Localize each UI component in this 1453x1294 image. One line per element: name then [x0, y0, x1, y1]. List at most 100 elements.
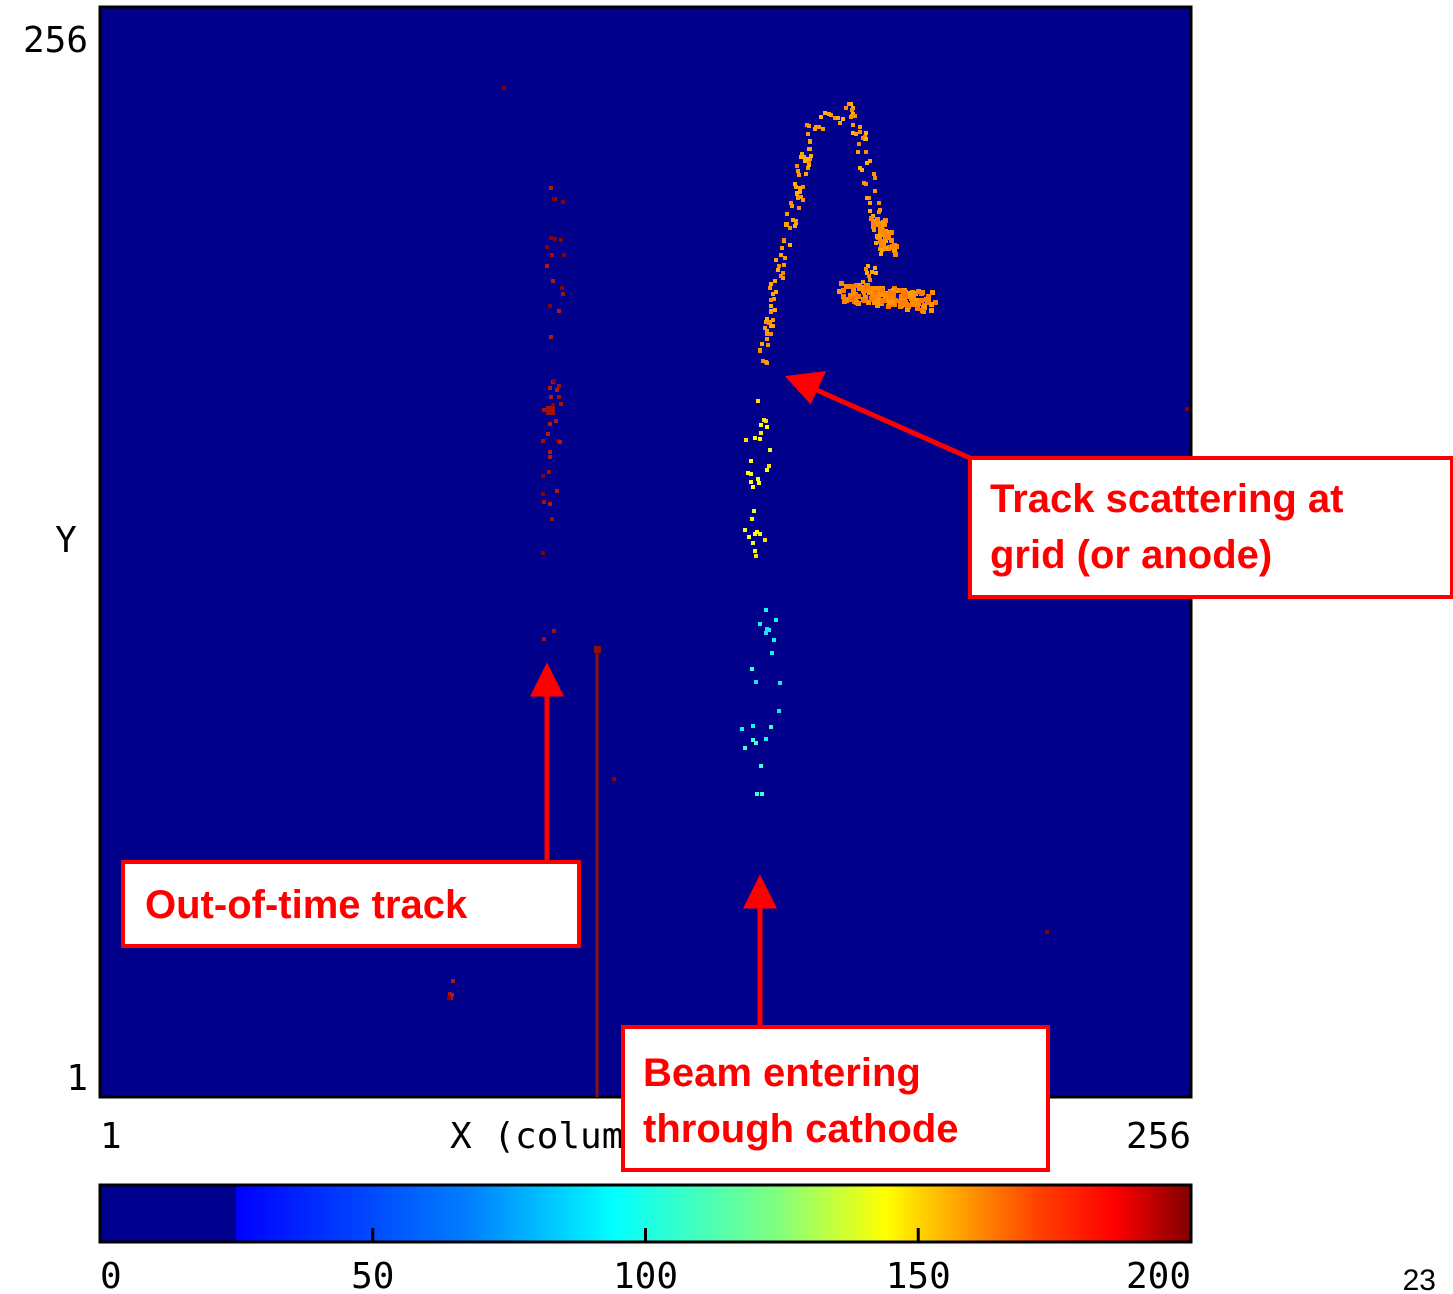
hit [782, 238, 786, 242]
hit [797, 173, 801, 177]
hit [541, 551, 545, 555]
annotation: through cathode [643, 1107, 959, 1151]
hit [868, 278, 872, 282]
hit [764, 360, 768, 364]
hit [767, 464, 771, 468]
hit [743, 528, 747, 532]
hit [851, 131, 855, 135]
hit [751, 724, 755, 728]
hit [763, 326, 767, 330]
hit [769, 282, 773, 286]
hit [881, 220, 886, 225]
hit [839, 281, 844, 286]
hit [766, 343, 770, 347]
tick-label: 0 [100, 1256, 122, 1294]
hit [864, 150, 868, 154]
hit [926, 294, 931, 299]
hit [759, 764, 763, 768]
hit [809, 154, 813, 158]
hit [866, 286, 871, 291]
hit [929, 308, 934, 313]
hit [764, 419, 768, 423]
hit [549, 236, 553, 240]
hit [882, 298, 887, 303]
hit [883, 246, 888, 251]
hit [553, 237, 557, 241]
hit [849, 102, 853, 106]
hit [765, 468, 769, 472]
hit [841, 288, 846, 293]
hit [851, 123, 855, 127]
hit [858, 130, 862, 134]
hit [541, 439, 545, 443]
annotation: Out-of-time track [145, 883, 468, 927]
hit [552, 629, 556, 633]
hit [557, 395, 561, 399]
x-min-label: 1 [100, 1116, 122, 1157]
hit [807, 124, 811, 128]
hit [877, 201, 881, 205]
hit [548, 502, 552, 506]
hit [804, 172, 808, 176]
hit [858, 125, 862, 129]
hit [797, 206, 801, 210]
hit [868, 209, 872, 213]
hit [808, 139, 812, 143]
hit [746, 471, 750, 475]
hit [798, 190, 802, 194]
hit [759, 431, 763, 435]
hit [765, 627, 769, 631]
hit [783, 256, 787, 260]
hit [549, 395, 553, 399]
hit [892, 243, 897, 248]
hit [562, 253, 566, 257]
hit [764, 608, 768, 612]
hit [922, 304, 927, 309]
hit [794, 219, 798, 223]
hit [801, 198, 805, 202]
hit [451, 979, 455, 983]
hit [549, 335, 553, 339]
hit [879, 252, 883, 256]
hit [776, 268, 780, 272]
hit [838, 121, 842, 125]
hit [875, 302, 880, 307]
hit [552, 379, 556, 383]
hit [546, 432, 550, 436]
y-axis-label: Y [55, 520, 77, 561]
tick-label: 150 [886, 1256, 951, 1294]
hit [765, 337, 769, 341]
tick-label: 100 [613, 1256, 678, 1294]
hit [548, 422, 552, 426]
hit [807, 163, 811, 167]
slide: 256 1 Y 1 X (column) 256 050100150200 Tr… [0, 0, 1453, 1294]
hit [886, 235, 891, 240]
hit [915, 306, 920, 311]
hit [747, 535, 751, 539]
hit [1045, 930, 1049, 934]
hit [914, 301, 919, 306]
hit [774, 290, 778, 294]
hit [844, 106, 848, 110]
hit [773, 308, 777, 312]
hit [754, 680, 758, 684]
hit [554, 419, 558, 423]
hit [827, 112, 831, 116]
hit [919, 291, 924, 296]
hit [749, 480, 753, 484]
hit [780, 246, 784, 250]
hit [782, 263, 786, 267]
hit [774, 258, 778, 262]
hit [919, 298, 924, 303]
hit [857, 142, 861, 146]
hit [542, 637, 546, 641]
hit [873, 189, 877, 193]
hit [552, 197, 556, 201]
hit [760, 342, 764, 346]
hit [807, 147, 811, 151]
hit [560, 286, 564, 290]
hit [864, 137, 868, 141]
hit [779, 253, 783, 257]
hit [1185, 407, 1189, 411]
x-max-label: 256 [1126, 1116, 1191, 1157]
